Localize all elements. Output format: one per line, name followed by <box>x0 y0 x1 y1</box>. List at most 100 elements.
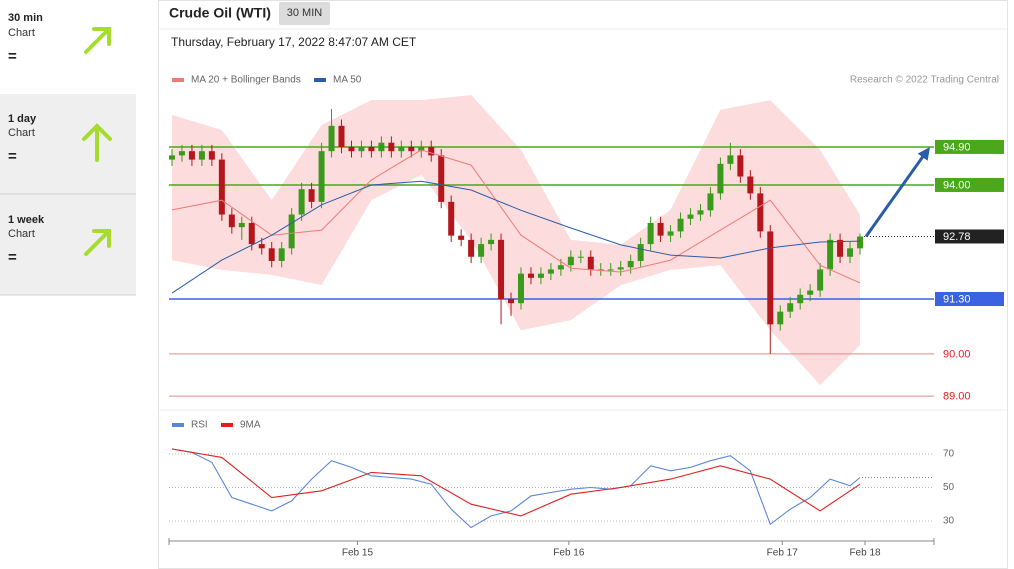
candle-body <box>837 239 844 257</box>
legend-label: MA 50 <box>333 75 362 86</box>
credit: Research © 2022 Trading Central <box>850 75 999 86</box>
candle-body <box>577 256 584 258</box>
candle-body <box>458 235 465 240</box>
period: 1 day <box>8 113 37 125</box>
sidebar-item[interactable] <box>0 94 136 194</box>
candle-body <box>288 214 295 249</box>
level-label-box <box>935 139 1004 154</box>
candle-body <box>348 146 355 152</box>
level-label-box <box>935 291 1004 306</box>
candle-body <box>857 236 864 249</box>
level-label: 94.90 <box>943 141 971 153</box>
candle-body <box>378 142 385 152</box>
level-label-box <box>935 229 1004 244</box>
label: Chart <box>8 27 35 39</box>
candle-body <box>498 239 505 299</box>
signal: = <box>8 249 17 266</box>
candle-body <box>697 210 704 215</box>
candle-body <box>687 214 694 219</box>
candle-body <box>258 244 265 249</box>
candle-body <box>667 231 674 236</box>
candle-body <box>597 269 604 271</box>
candle-body <box>637 244 644 261</box>
candle-body <box>268 248 275 261</box>
candle-body <box>767 231 774 325</box>
bollinger-band <box>171 95 861 386</box>
candle-body <box>238 222 245 228</box>
candle-body <box>468 239 475 257</box>
legend-swatch <box>172 423 184 427</box>
candle-body <box>448 201 455 236</box>
candle-body <box>388 142 395 152</box>
candle-body <box>817 269 824 291</box>
level-label: 90.00 <box>943 348 971 360</box>
moving-average <box>171 180 861 294</box>
sidebar-item[interactable] <box>0 194 136 295</box>
candle-body <box>537 273 544 278</box>
level-label: 92.78 <box>943 231 971 243</box>
y-tick-label: 30 <box>943 516 955 527</box>
legend-label: RSI <box>191 420 208 431</box>
x-tick-label: Feb 15 <box>342 548 374 559</box>
candle-body <box>627 260 634 268</box>
candle-body <box>278 248 285 261</box>
candle-body <box>428 146 435 156</box>
candle-body <box>727 155 734 164</box>
target-arrow-head <box>917 146 930 161</box>
candle-body <box>677 218 684 232</box>
candle-body <box>777 311 784 325</box>
candle-body <box>657 222 664 236</box>
legend-swatch <box>314 78 326 82</box>
signal: = <box>8 48 17 65</box>
candle-body <box>508 298 515 304</box>
level-label-box <box>935 177 1004 192</box>
interval-badge[interactable] <box>279 2 330 25</box>
candle-body <box>188 151 195 160</box>
sidebar-item[interactable] <box>0 0 136 94</box>
candle-body <box>398 146 405 152</box>
candle-body <box>607 269 614 271</box>
plot: MA 20 + Bollinger Bands MA 50 Research © 2… <box>168 75 1004 559</box>
candle-body <box>488 239 495 245</box>
series-line <box>171 448 861 529</box>
candle-body <box>517 273 524 304</box>
candle-body <box>418 146 425 152</box>
y-tick-label: 70 <box>943 449 955 460</box>
trend-icon <box>82 27 112 256</box>
series-line <box>171 448 861 517</box>
timestamp: Thursday, February 17, 2022 8:47:07 AM C… <box>171 35 417 49</box>
candle-body <box>408 146 415 152</box>
candle-body <box>797 294 804 304</box>
candle-body <box>787 303 794 312</box>
sidebar: 30 min Chart = 1 day Chart = 1 week Char… <box>0 0 136 296</box>
x-tick-label: Feb 16 <box>553 548 585 559</box>
candle-body <box>318 151 325 202</box>
candle-body <box>478 244 485 257</box>
legend-label: MA 20 + Bollinger Bands <box>191 75 301 86</box>
label: Chart <box>8 127 35 139</box>
candle-body <box>757 193 764 232</box>
candle-body <box>228 214 235 228</box>
target-arrow <box>864 154 926 238</box>
level-label: 94.00 <box>943 179 971 191</box>
x-tick-label: Feb 18 <box>849 548 881 559</box>
level-label: 89.00 <box>943 391 971 403</box>
candle-body <box>168 155 175 160</box>
candle-body <box>208 151 215 160</box>
candle-body <box>567 256 574 266</box>
interval: 30 MIN <box>287 7 323 19</box>
candle-body <box>328 125 335 152</box>
legend-swatch <box>172 78 184 82</box>
candle-body <box>707 193 714 211</box>
x-tick-label: Feb 17 <box>767 548 799 559</box>
period: 1 week <box>8 214 45 226</box>
candle-body <box>198 151 205 160</box>
instrument-title: Crude Oil (WTI) <box>169 5 271 21</box>
candle-body <box>737 155 744 177</box>
candle-body <box>308 189 315 202</box>
candle-body <box>617 267 624 270</box>
candle-body <box>717 163 724 194</box>
signal: = <box>8 148 17 165</box>
candle-body <box>527 273 534 278</box>
